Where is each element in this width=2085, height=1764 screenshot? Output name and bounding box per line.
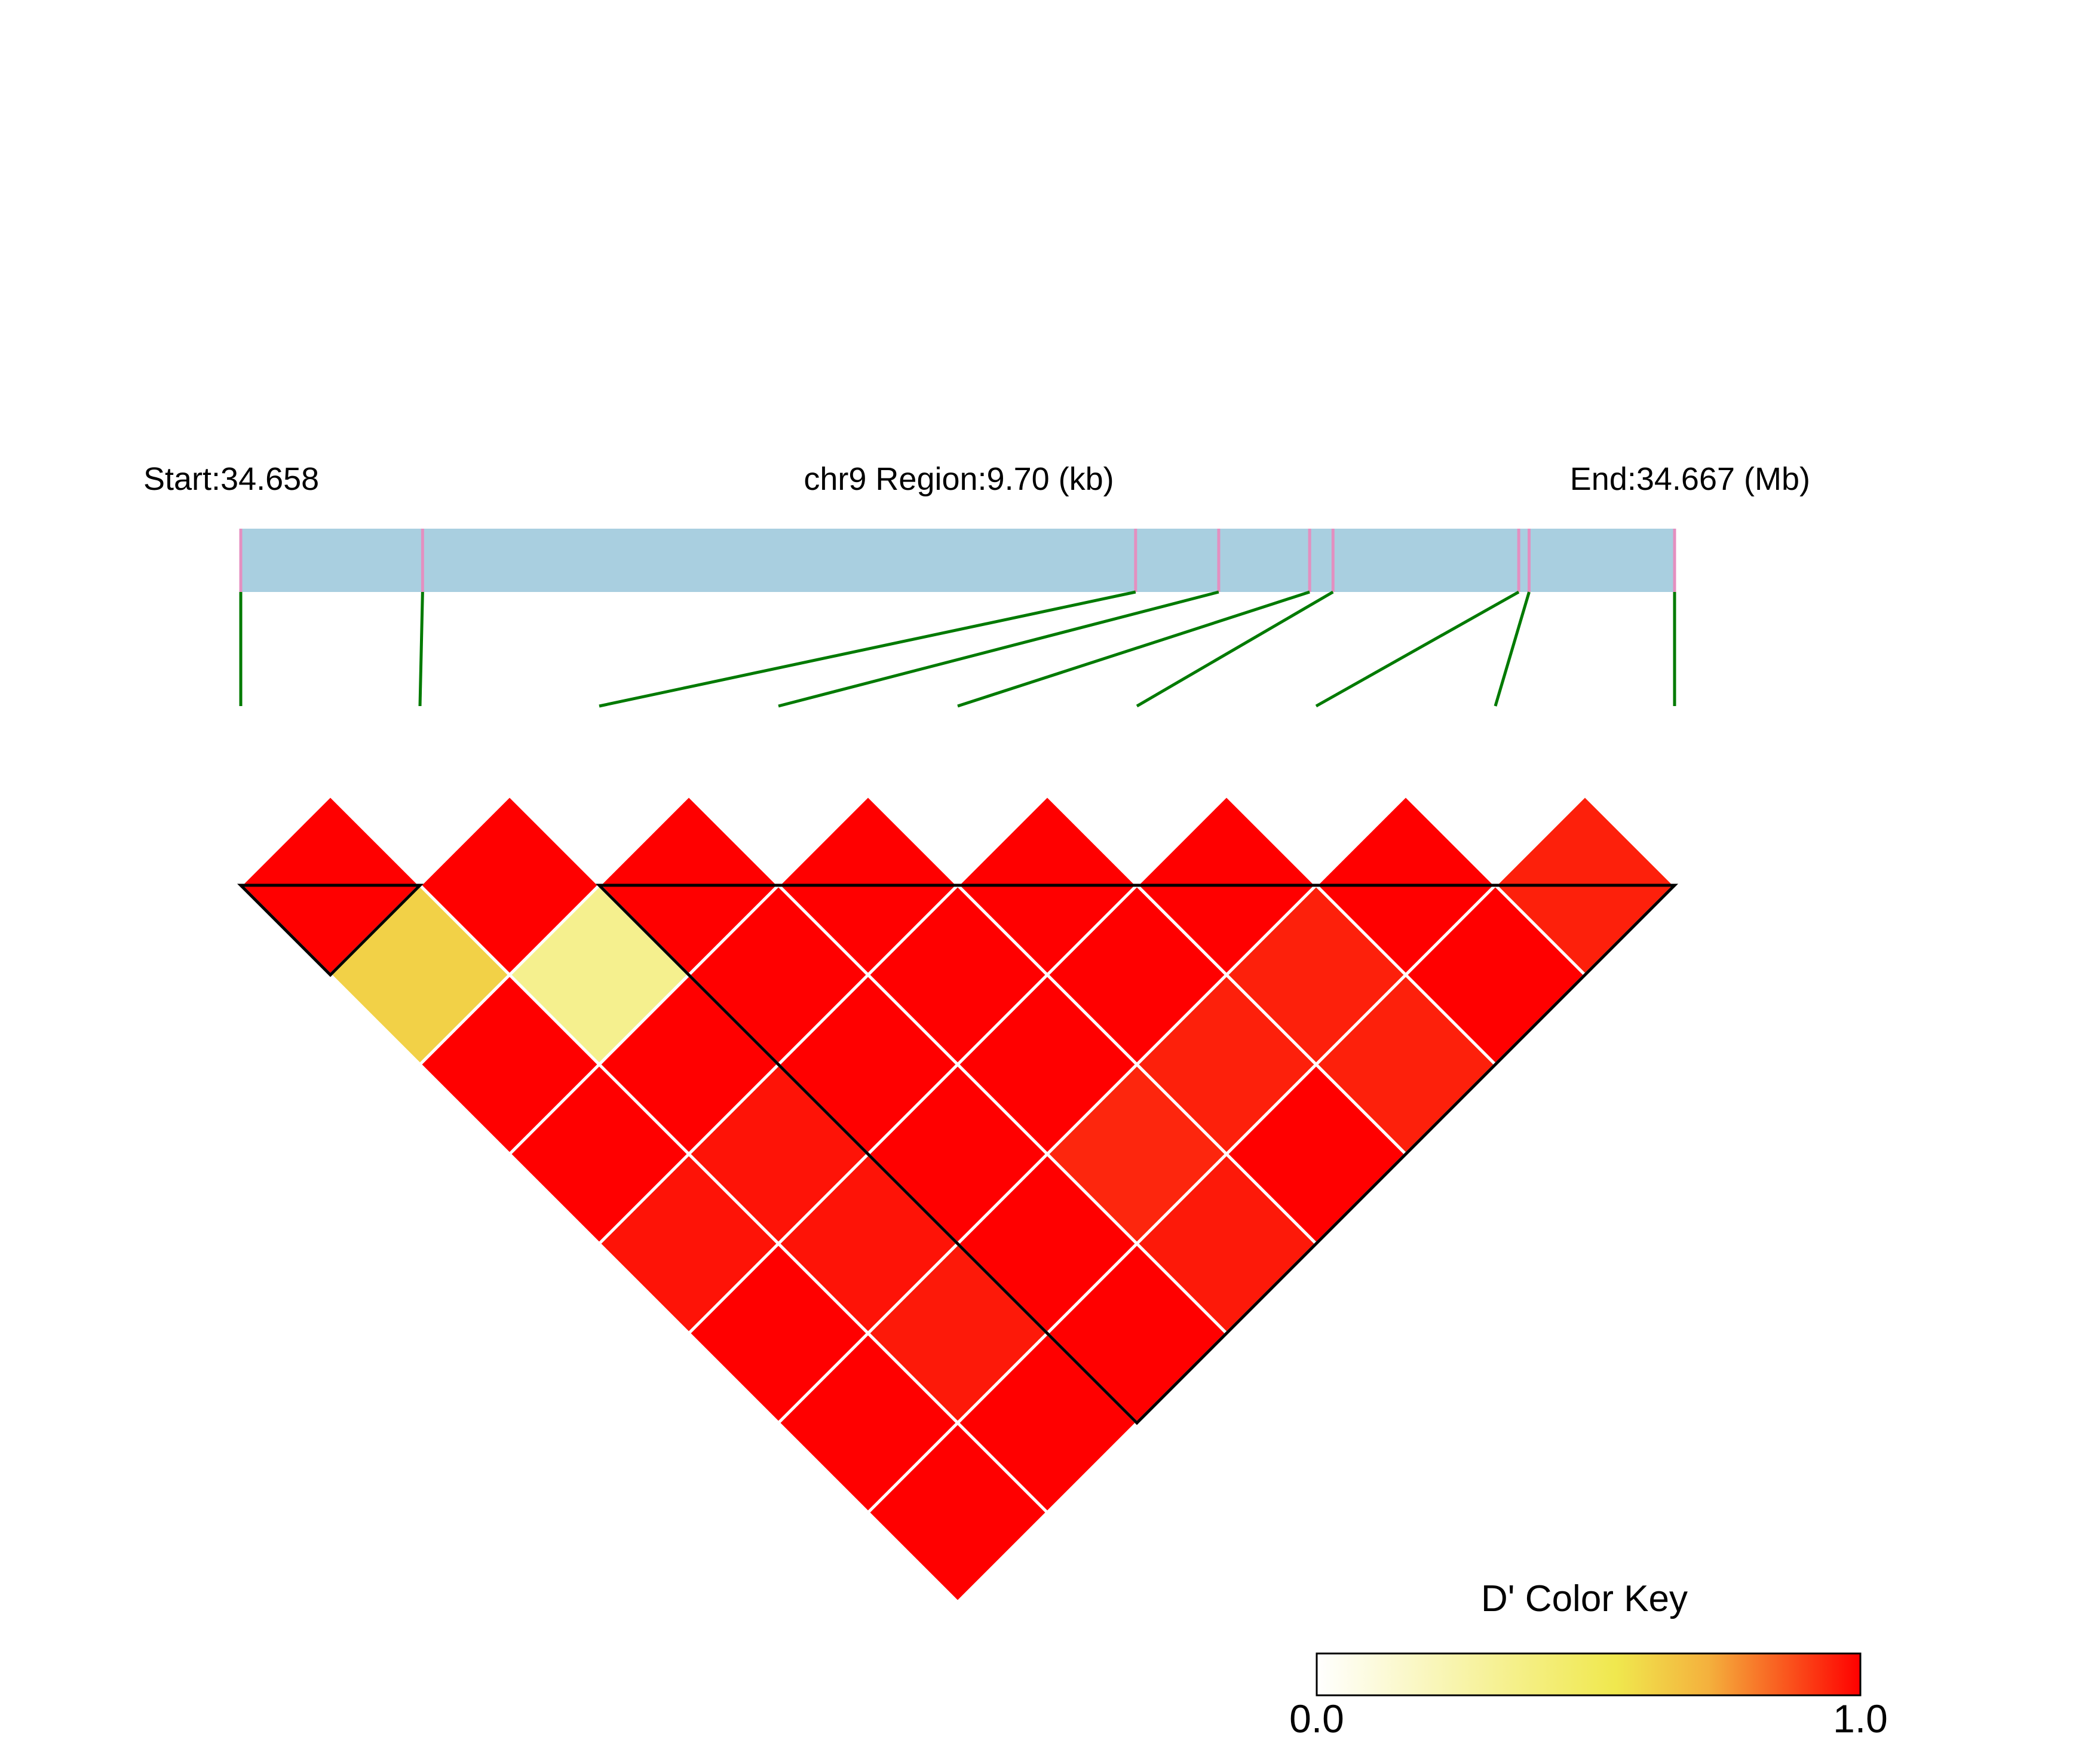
snp-connector xyxy=(599,590,1136,708)
region-label: chr9 Region:9.70 (kb) xyxy=(804,461,1114,497)
end-label: End:34.667 (Mb) xyxy=(1570,461,1810,497)
snp-connector xyxy=(1315,590,1520,708)
snp-connector xyxy=(1494,591,1531,707)
snp-connectors xyxy=(239,590,1676,708)
haplotype-block-outlines xyxy=(237,883,1679,1425)
ld-cell xyxy=(866,1421,1050,1605)
color-key-max-label: 1.0 xyxy=(1833,1696,1888,1741)
haplotype-block xyxy=(237,883,424,977)
snp-connector xyxy=(957,590,1310,708)
start-label: Start:34.658 xyxy=(143,461,319,497)
ld-cells xyxy=(238,793,1677,1605)
snp-ticks xyxy=(239,529,1676,592)
color-key-min-label: 0.0 xyxy=(1289,1696,1344,1741)
snp-connector xyxy=(778,590,1219,708)
snp-connector xyxy=(1136,590,1334,708)
color-key-title: D' Color Key xyxy=(1481,1578,1688,1619)
snp-connector xyxy=(418,591,424,707)
region-track xyxy=(241,529,1675,592)
color-key-bar xyxy=(1316,1652,1862,1696)
haplotype-block xyxy=(595,883,1679,1425)
